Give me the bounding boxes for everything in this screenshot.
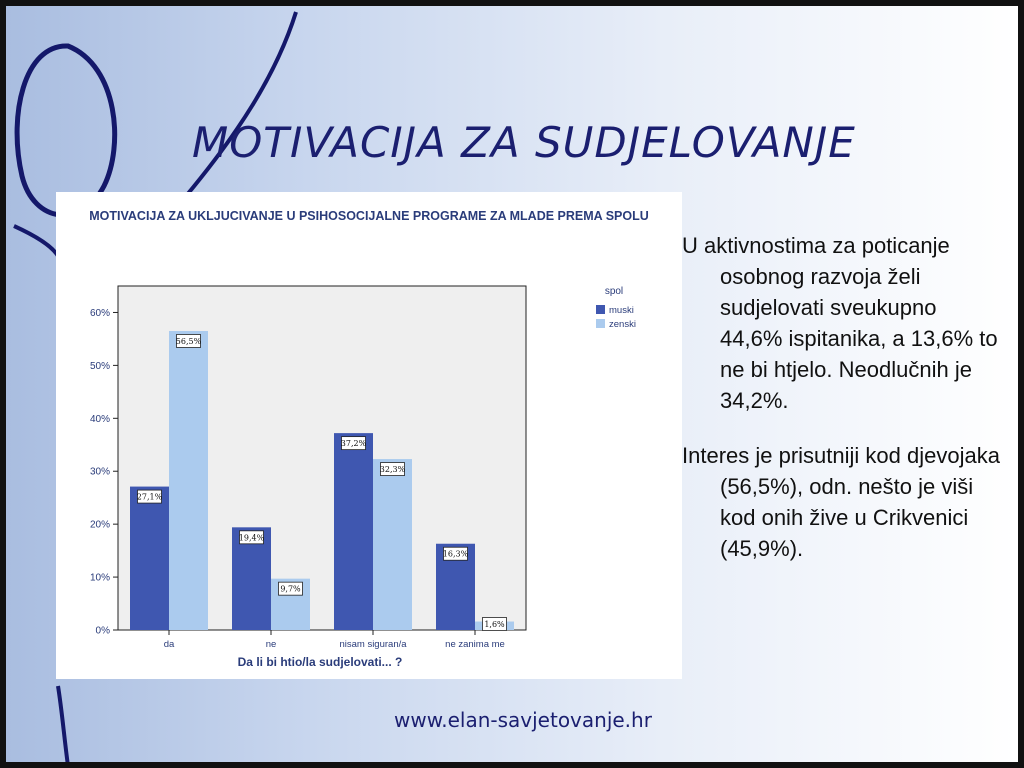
bars: 27,1% 56,5% 19,4% 9,7% 37,2% 32,3% 16,3% 1,6% [130, 330, 514, 631]
legend-swatch-zenski [596, 319, 605, 328]
x-tick-label: ne zanima me [445, 639, 505, 650]
bar-zenski [373, 459, 412, 630]
x-tick-label: nisam siguran/a [339, 639, 407, 650]
commentary-text: U aktivnostima za poticanje osobnog razv… [682, 230, 1002, 588]
commentary-paragraph-1: U aktivnostima za poticanje osobnog razv… [682, 233, 998, 413]
website-url[interactable]: www.elan-savjetovanje.hr [394, 708, 652, 732]
data-label: 27,1% [137, 493, 163, 502]
data-label: 32,3% [380, 465, 406, 474]
y-tick-label: 60% [90, 308, 110, 319]
legend-title: spol [605, 286, 623, 297]
legend-label-zenski: zenski [609, 319, 636, 330]
chart-title: MOTIVACIJA ZA UKLJUCIVANJE U PSIHOSOCIJA… [89, 209, 649, 223]
data-label: 16,3% [443, 550, 469, 559]
data-label: 56,5% [176, 337, 202, 346]
y-tick-label: 20% [90, 520, 110, 531]
bar-muski [130, 486, 169, 630]
legend-swatch-muski [596, 305, 605, 314]
legend-label-muski: muski [609, 305, 634, 316]
slide-title: MOTIVACIJA ZA SUDJELOVANJE [192, 118, 856, 167]
x-tick-label: da [164, 639, 175, 650]
data-label: 9,7% [280, 585, 301, 594]
x-axis-title: Da li bi htio/la sudjelovati... ? [238, 655, 403, 669]
y-tick-label: 50% [90, 361, 110, 372]
data-label-box [278, 581, 303, 596]
y-tick-label: 0% [96, 626, 111, 637]
commentary-paragraph-2: Interes je prisutniji kod djevojaka (56,… [682, 443, 1000, 561]
bar-zenski [169, 330, 208, 630]
bar-muski [232, 527, 271, 630]
y-tick-label: 30% [90, 467, 110, 478]
data-label: 19,4% [239, 533, 265, 542]
data-label-box [482, 617, 507, 631]
data-label-box [443, 546, 468, 561]
data-label-box [176, 334, 201, 348]
x-tick-label: ne [266, 639, 277, 650]
bar-chart: MOTIVACIJA ZA UKLJUCIVANJE U PSIHOSOCIJA… [89, 209, 649, 669]
y-tick-label: 40% [90, 414, 110, 425]
data-label-box [137, 489, 162, 504]
data-label: 37,2% [341, 439, 367, 448]
chart-panel: MOTIVACIJA ZA UKLJUCIVANJE U PSIHOSOCIJA… [56, 192, 682, 679]
y-axis: 0% 10% 20% 30% 40% 50% 60% [90, 286, 119, 637]
bar-muski [334, 433, 373, 630]
x-axis: da ne nisam siguran/a ne zanima me [164, 630, 505, 650]
data-label-box [380, 462, 405, 476]
data-label: 1,6% [484, 620, 505, 629]
legend: spol muski zenski [596, 286, 636, 330]
data-label-box [341, 436, 366, 451]
y-tick-label: 10% [90, 573, 110, 584]
data-label-box [239, 530, 264, 545]
